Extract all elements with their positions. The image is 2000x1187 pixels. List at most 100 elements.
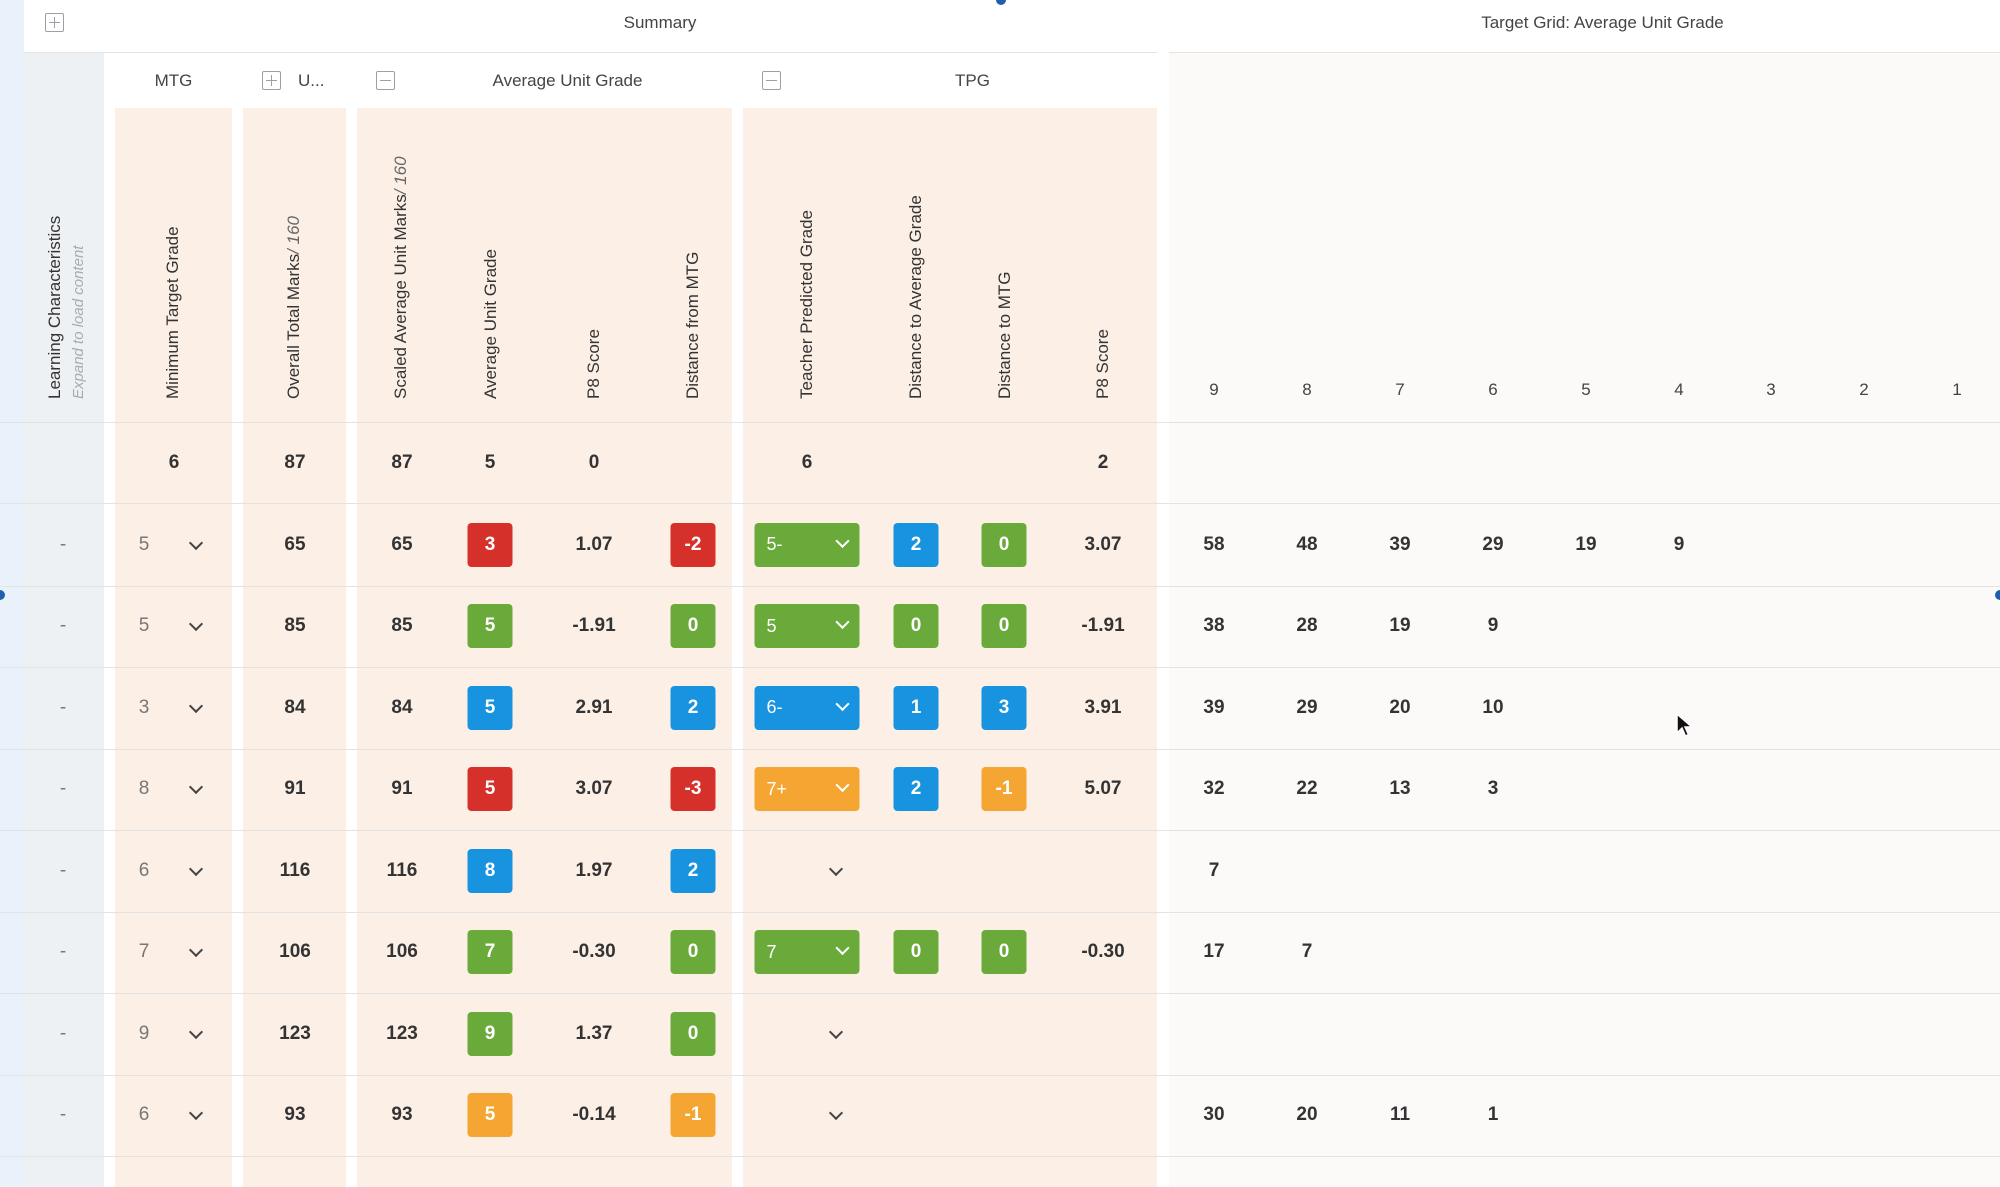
collapse-avg-grade-icon[interactable] bbox=[376, 71, 395, 90]
grid-cell: 10 bbox=[1482, 696, 1504, 718]
mtg-column-bg bbox=[115, 108, 232, 1187]
row-distance-to-avg-badge: 0 bbox=[893, 930, 939, 975]
target-grid-area bbox=[1169, 52, 2000, 1187]
row-tpg-p8-score: 3.91 bbox=[1084, 696, 1122, 718]
row-average-grade-badge: 5 bbox=[467, 604, 513, 649]
row-tpg-p8-score: 5.07 bbox=[1084, 778, 1122, 800]
grid-cell: 9 bbox=[1487, 615, 1499, 637]
row-mtg-value[interactable]: 5 bbox=[138, 615, 150, 637]
col-p8-score: P8 Score bbox=[584, 329, 603, 399]
u-column-bg bbox=[243, 108, 346, 1187]
row-tpg-select[interactable]: 6- bbox=[754, 685, 860, 730]
row-divider bbox=[0, 1074, 2000, 1076]
grid-cell: 22 bbox=[1296, 778, 1318, 800]
resize-handle-left[interactable] bbox=[0, 590, 5, 600]
row-average-grade-badge: 5 bbox=[467, 685, 513, 730]
row-tpg-select[interactable]: 5- bbox=[754, 522, 860, 567]
grid-header-5: 5 bbox=[1581, 380, 1591, 399]
col-min-target-grade: Minimum Target Grade bbox=[163, 226, 182, 399]
summary-avg-grade: 5 bbox=[484, 452, 496, 473]
col-distance-from-mtg: Distance from MTG bbox=[683, 251, 702, 399]
grid-cell: 30 bbox=[1203, 1104, 1225, 1126]
row-distance-from-mtg-badge: 2 bbox=[670, 848, 716, 893]
tpg-select-value: 7+ bbox=[766, 778, 788, 799]
row-divider bbox=[0, 748, 2000, 750]
row-average-grade-badge: 5 bbox=[467, 767, 513, 812]
row-tpg-select[interactable]: 7+ bbox=[754, 767, 860, 812]
row-learning-characteristics: - bbox=[59, 1022, 67, 1044]
summary-row-bottom-line bbox=[0, 503, 2000, 504]
grid-cell: 19 bbox=[1575, 533, 1597, 555]
row-distance-from-mtg-badge: -3 bbox=[670, 767, 716, 812]
mtg-group-header: MTG bbox=[154, 71, 193, 90]
row-mtg-value[interactable]: 6 bbox=[138, 859, 150, 881]
grid-cell: 38 bbox=[1203, 615, 1225, 637]
collapse-tpg-icon[interactable] bbox=[762, 71, 781, 90]
grid-cell: 13 bbox=[1389, 778, 1411, 800]
row-learning-characteristics: - bbox=[59, 1104, 67, 1126]
chevron-down-icon bbox=[835, 615, 850, 630]
row-overall-total: 106 bbox=[279, 941, 311, 963]
row-learning-characteristics: - bbox=[59, 533, 67, 555]
row-tpg-select[interactable]: 7 bbox=[754, 930, 860, 975]
col-learning-characteristics: Learning Characteristics bbox=[45, 215, 64, 399]
row-mtg-value[interactable]: 5 bbox=[138, 533, 150, 555]
row-mtg-value[interactable]: 9 bbox=[138, 1022, 150, 1044]
col-teacher-predicted-grade: Teacher Predicted Grade bbox=[797, 210, 816, 399]
summary-tpg-p8: 2 bbox=[1097, 452, 1109, 473]
row-mtg-value[interactable]: 3 bbox=[138, 696, 150, 718]
row-distance-to-mtg-badge: 0 bbox=[981, 930, 1027, 975]
row-overall-total: 65 bbox=[284, 533, 306, 555]
column-header-bottom-line bbox=[0, 422, 2000, 423]
row-average-grade-badge: 5 bbox=[467, 1093, 513, 1138]
row-tpg-p8-score: -0.30 bbox=[1081, 941, 1125, 963]
row-overall-total: 91 bbox=[284, 778, 306, 800]
avg-unit-grade-columns-bg bbox=[357, 108, 732, 1187]
row-scaled-average: 84 bbox=[391, 696, 413, 718]
grid-header-7: 7 bbox=[1395, 380, 1405, 399]
grid-cell: 20 bbox=[1296, 1104, 1318, 1126]
resize-handle-top[interactable] bbox=[996, 0, 1006, 5]
row-scaled-average: 91 bbox=[391, 778, 413, 800]
row-distance-to-mtg-badge: 0 bbox=[981, 522, 1027, 567]
resize-handle-right[interactable] bbox=[1995, 590, 2000, 600]
row-divider bbox=[0, 1156, 2000, 1157]
row-distance-to-mtg-badge: -1 bbox=[981, 767, 1027, 812]
row-mtg-value[interactable]: 8 bbox=[138, 778, 150, 800]
row-learning-characteristics: - bbox=[59, 696, 67, 718]
row-p8-score: 1.97 bbox=[575, 859, 613, 881]
col-learning-hint: Expand to load content bbox=[70, 245, 87, 399]
row-mtg-value[interactable]: 7 bbox=[138, 941, 150, 963]
grid-cell: 11 bbox=[1389, 1104, 1411, 1126]
summary-mtg: 6 bbox=[168, 452, 180, 473]
row-tpg-p8-score: -1.91 bbox=[1081, 615, 1125, 637]
learning-characteristics-column-bg bbox=[24, 52, 104, 1187]
row-scaled-average: 65 bbox=[391, 533, 413, 555]
chevron-down-icon bbox=[835, 941, 850, 956]
row-divider bbox=[0, 830, 2000, 831]
grid-header-6: 6 bbox=[1488, 380, 1498, 399]
row-learning-characteristics: - bbox=[59, 615, 67, 637]
row-p8-score: 2.91 bbox=[575, 696, 613, 718]
row-average-grade-badge: 3 bbox=[467, 522, 513, 567]
row-distance-to-avg-badge: 1 bbox=[893, 685, 939, 730]
grid-cell: 58 bbox=[1203, 533, 1225, 555]
expand-u-icon[interactable] bbox=[262, 71, 281, 90]
tpg-select-value: 6- bbox=[766, 697, 783, 718]
row-distance-from-mtg-badge: -1 bbox=[670, 1093, 716, 1138]
chevron-down-icon bbox=[835, 696, 850, 711]
row-distance-from-mtg-badge: 0 bbox=[670, 1011, 716, 1056]
row-distance-from-mtg-badge: -2 bbox=[670, 522, 716, 567]
expand-summary-icon[interactable] bbox=[45, 13, 64, 32]
chevron-down-icon bbox=[835, 533, 850, 548]
row-tpg-select[interactable]: 5 bbox=[754, 604, 860, 649]
row-p8-score: 1.07 bbox=[575, 533, 613, 555]
row-overall-total: 84 bbox=[284, 696, 306, 718]
row-average-grade-badge: 9 bbox=[467, 1011, 513, 1056]
row-mtg-value[interactable]: 6 bbox=[138, 1104, 150, 1126]
row-distance-to-avg-badge: 2 bbox=[893, 522, 939, 567]
row-divider bbox=[0, 911, 2000, 913]
row-learning-characteristics: - bbox=[59, 859, 67, 881]
row-learning-characteristics: - bbox=[59, 941, 67, 963]
row-scaled-average: 116 bbox=[386, 859, 418, 881]
